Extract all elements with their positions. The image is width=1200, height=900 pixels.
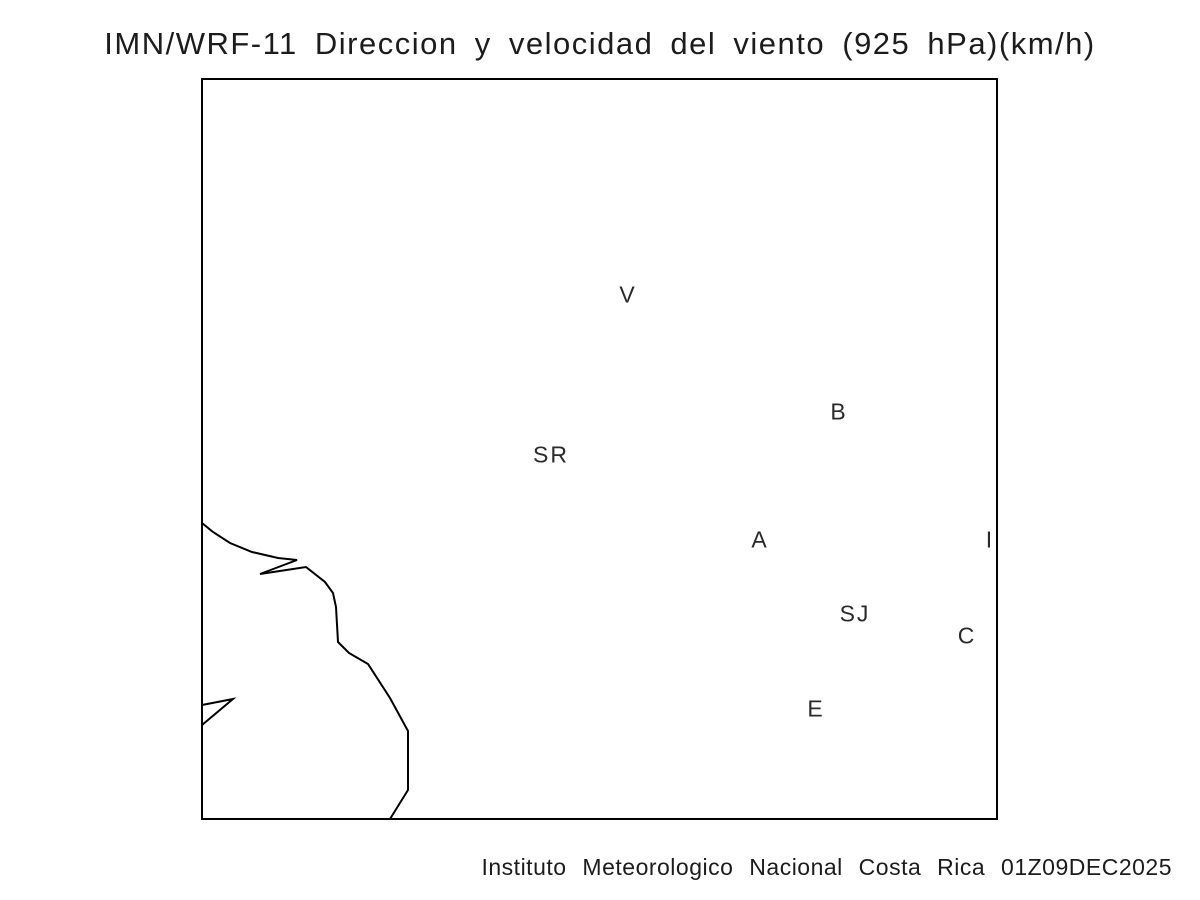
coast-inlet	[201, 697, 237, 726]
coastline	[201, 522, 409, 820]
page-title: IMN/WRF-11 Direccion y velocidad del vie…	[104, 26, 1096, 61]
footer-credit: Instituto Meteorologico Nacional Costa R…	[481, 854, 1172, 880]
map-border	[201, 78, 998, 820]
